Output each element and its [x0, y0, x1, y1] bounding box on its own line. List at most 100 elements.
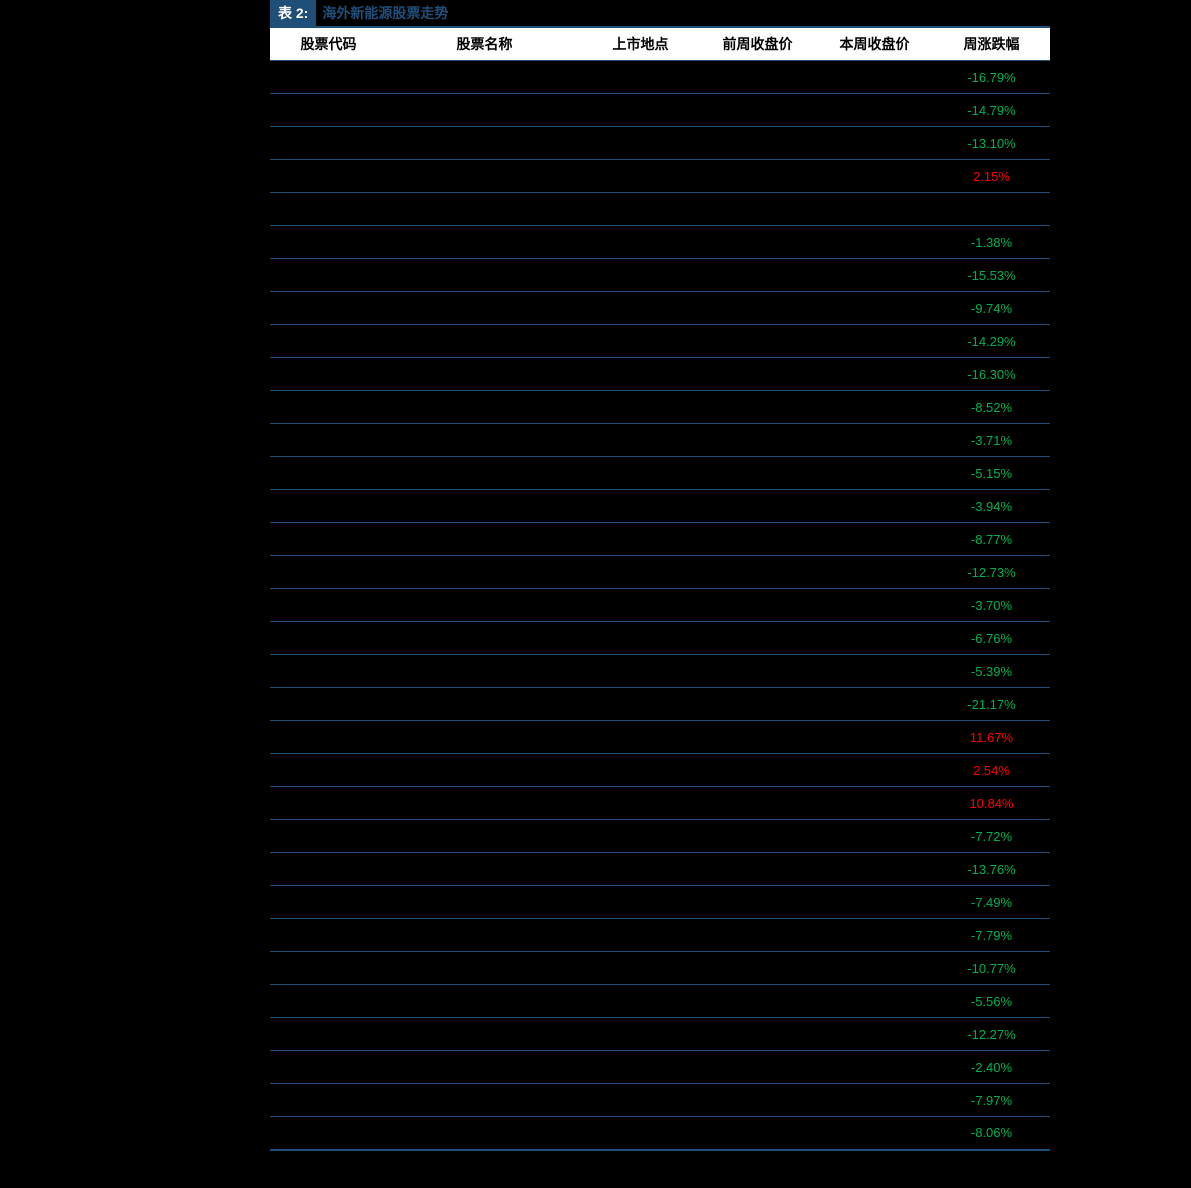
cell-blank: [699, 292, 816, 325]
cell-blank: [387, 1018, 582, 1051]
cell-blank: [387, 556, 582, 589]
table-row: -16.79%: [270, 61, 1050, 94]
table-row: -14.29%: [270, 325, 1050, 358]
cell-blank: [816, 358, 933, 391]
cell-blank: [582, 358, 699, 391]
table-row: -5.15%: [270, 457, 1050, 490]
cell-blank: [270, 490, 387, 523]
cell-blank: [387, 94, 582, 127]
cell-change: 2.15%: [933, 160, 1050, 193]
cell-blank: [816, 919, 933, 952]
cell-blank: [582, 820, 699, 853]
cell-blank: [387, 325, 582, 358]
cell-blank: [699, 787, 816, 820]
cell-change: -3.71%: [933, 424, 1050, 457]
cell-blank: [270, 325, 387, 358]
table-row: -7.97%: [270, 1084, 1050, 1117]
cell-blank: [816, 193, 933, 226]
cell-blank: [270, 754, 387, 787]
cell-blank: [699, 754, 816, 787]
cell-blank: [387, 787, 582, 820]
cell-blank: [582, 292, 699, 325]
cell-blank: [270, 193, 387, 226]
table-number-badge: 表 2:: [270, 0, 316, 26]
cell-blank: [816, 688, 933, 721]
cell-blank: [270, 1051, 387, 1084]
cell-blank: [270, 457, 387, 490]
cell-blank: [270, 523, 387, 556]
cell-change: -13.10%: [933, 127, 1050, 160]
cell-blank: [816, 490, 933, 523]
cell-blank: [387, 1117, 582, 1150]
cell-blank: [816, 787, 933, 820]
cell-blank: [699, 721, 816, 754]
cell-blank: [582, 886, 699, 919]
cell-change: -8.06%: [933, 1117, 1050, 1150]
table-row: -6.76%: [270, 622, 1050, 655]
cell-blank: [699, 1051, 816, 1084]
cell-blank: [582, 985, 699, 1018]
table-row: -9.74%: [270, 292, 1050, 325]
table-row: -7.72%: [270, 820, 1050, 853]
cell-blank: [270, 919, 387, 952]
cell-change: [933, 193, 1050, 226]
cell-blank: [816, 61, 933, 94]
table-row: -14.79%: [270, 94, 1050, 127]
cell-blank: [816, 820, 933, 853]
table-row: -13.76%: [270, 853, 1050, 886]
cell-blank: [699, 556, 816, 589]
table-row: -5.39%: [270, 655, 1050, 688]
cell-blank: [270, 424, 387, 457]
cell-blank: [582, 193, 699, 226]
cell-blank: [582, 127, 699, 160]
cell-blank: [699, 94, 816, 127]
cell-change: -3.94%: [933, 490, 1050, 523]
cell-change: -16.30%: [933, 358, 1050, 391]
cell-change: -7.79%: [933, 919, 1050, 952]
cell-blank: [582, 391, 699, 424]
cell-blank: [387, 853, 582, 886]
cell-blank: [582, 1018, 699, 1051]
cell-blank: [387, 226, 582, 259]
cell-blank: [387, 127, 582, 160]
cell-blank: [387, 589, 582, 622]
cell-blank: [387, 523, 582, 556]
cell-change: 10.84%: [933, 787, 1050, 820]
cell-change: -21.17%: [933, 688, 1050, 721]
cell-blank: [582, 226, 699, 259]
cell-change: -5.56%: [933, 985, 1050, 1018]
table-row: -3.94%: [270, 490, 1050, 523]
cell-blank: [816, 1117, 933, 1150]
cell-change: -7.72%: [933, 820, 1050, 853]
table-row: -3.70%: [270, 589, 1050, 622]
cell-blank: [270, 358, 387, 391]
table-row: 2.15%: [270, 160, 1050, 193]
cell-blank: [582, 721, 699, 754]
cell-blank: [582, 160, 699, 193]
cell-blank: [816, 1051, 933, 1084]
cell-blank: [387, 424, 582, 457]
cell-blank: [582, 589, 699, 622]
cell-blank: [387, 358, 582, 391]
table-row: -13.10%: [270, 127, 1050, 160]
cell-blank: [582, 688, 699, 721]
cell-blank: [699, 985, 816, 1018]
cell-blank: [816, 886, 933, 919]
cell-blank: [270, 622, 387, 655]
cell-blank: [816, 622, 933, 655]
cell-blank: [270, 688, 387, 721]
cell-blank: [270, 292, 387, 325]
stock-trend-table: 股票代码 股票名称 上市地点 前周收盘价 本周收盘价 周涨跌幅 -16.79%-…: [270, 26, 1050, 1151]
table-row: -12.73%: [270, 556, 1050, 589]
cell-blank: [699, 490, 816, 523]
cell-blank: [699, 1084, 816, 1117]
cell-blank: [270, 556, 387, 589]
col-header-name: 股票名称: [387, 27, 582, 61]
col-header-code: 股票代码: [270, 27, 387, 61]
cell-blank: [387, 1084, 582, 1117]
table-row: 11.67%: [270, 721, 1050, 754]
cell-change: -10.77%: [933, 952, 1050, 985]
cell-blank: [816, 589, 933, 622]
cell-blank: [816, 226, 933, 259]
cell-blank: [387, 754, 582, 787]
